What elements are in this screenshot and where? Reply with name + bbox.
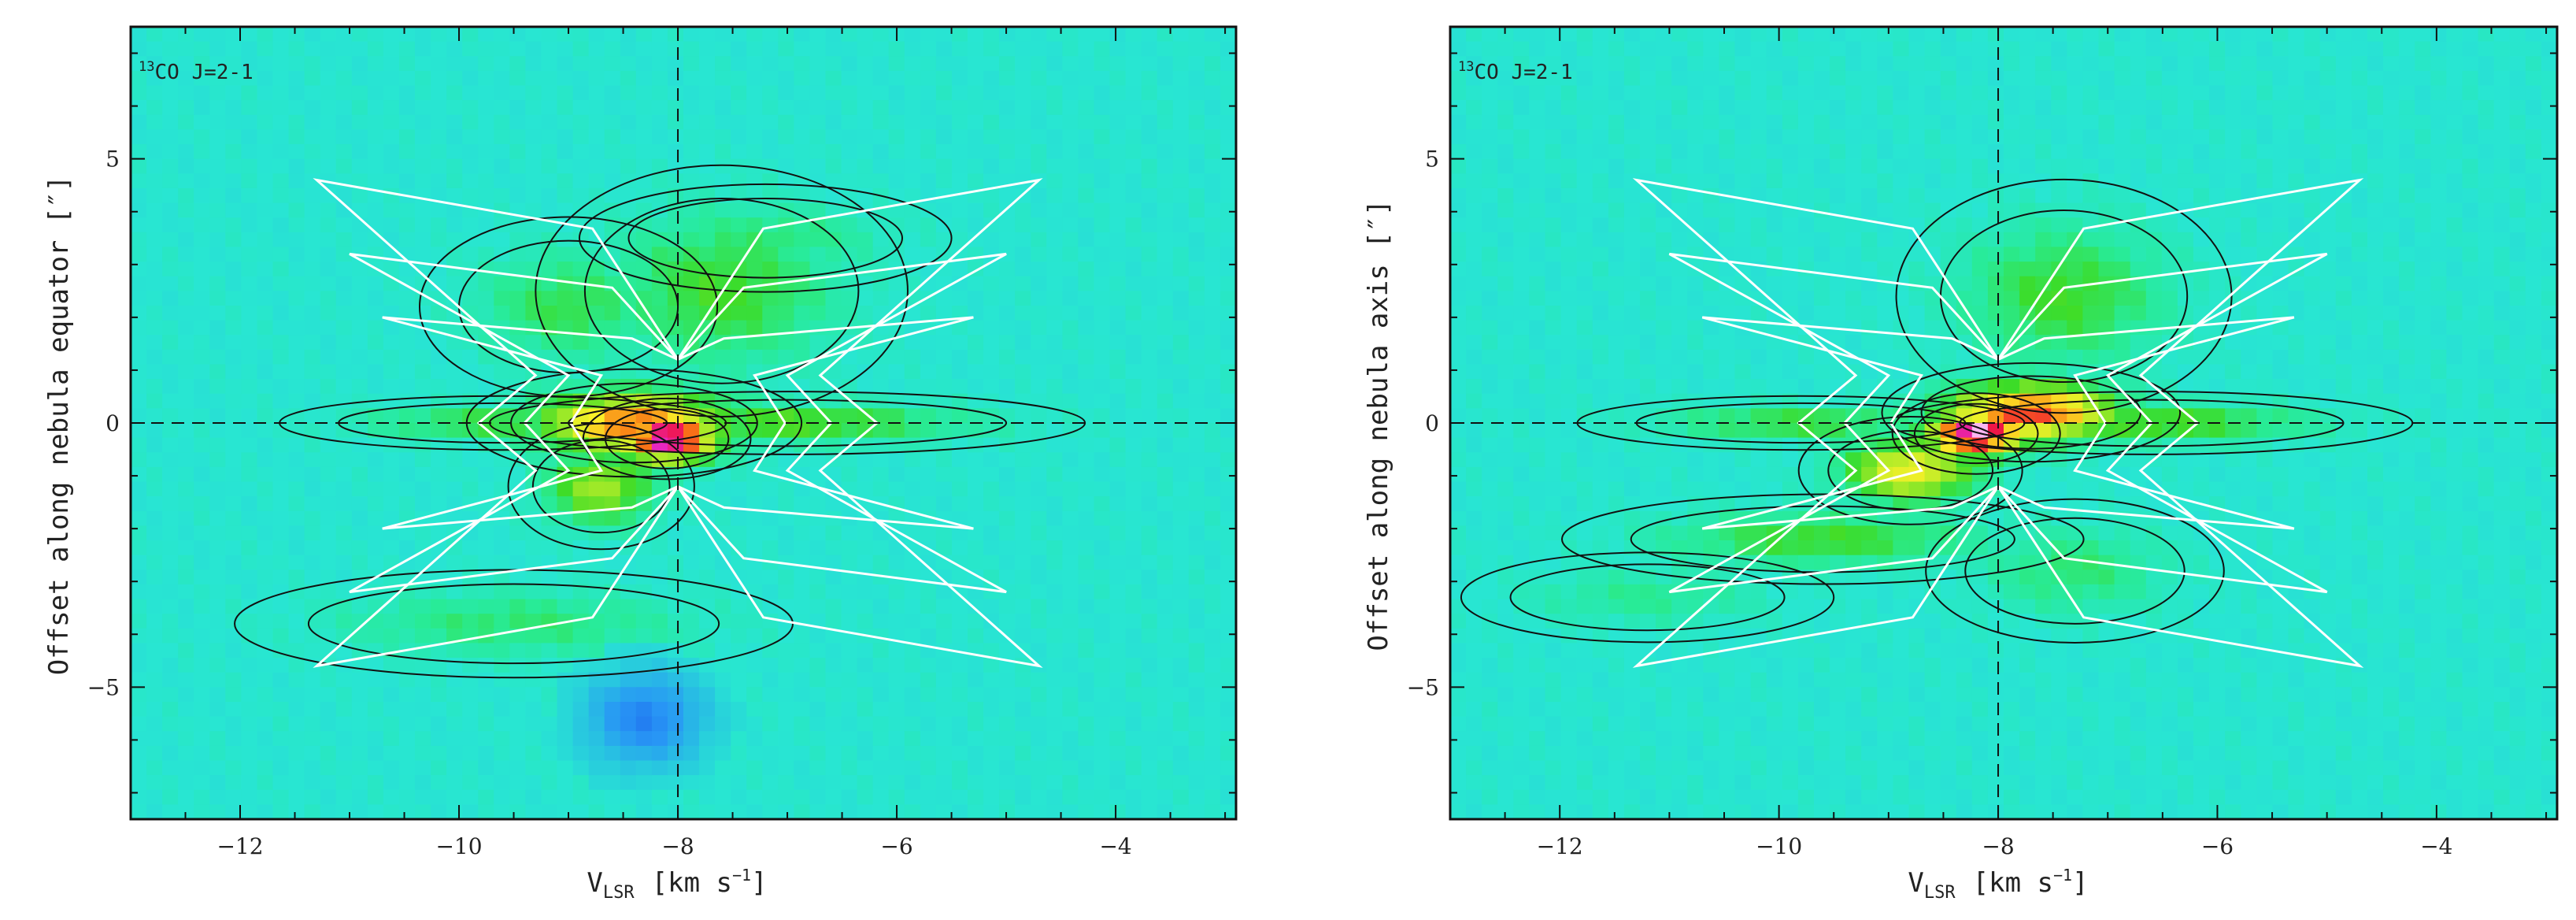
- intensity-contour: [578, 183, 953, 293]
- model-shell-contour: [313, 178, 1043, 668]
- x-tick-label: −6: [880, 833, 912, 859]
- x-tick-label: −10: [435, 833, 482, 859]
- tick-marks: [1449, 27, 2557, 819]
- x-axis-title: VLSR [km s−1]: [587, 866, 767, 903]
- x-tick-label: −4: [2420, 833, 2452, 859]
- panel-label: 13CO J=2-1: [139, 59, 254, 84]
- heatmap-cells: [131, 27, 1237, 820]
- intensity-contour: [1797, 415, 2023, 525]
- model-shell-contour: [349, 252, 1007, 594]
- x-tick-label: −8: [661, 833, 694, 859]
- intensity-contour: [582, 397, 752, 480]
- x-tick-labels: −12 −10 −8 −6 −4: [217, 833, 1131, 859]
- y-tick-label: −5: [1407, 674, 1439, 700]
- x-tick-label: −10: [1756, 833, 1802, 859]
- intensity-contour: [1959, 399, 2345, 447]
- y-tick-labels: 5 0 −5: [87, 147, 120, 701]
- intensity-contour: [1913, 402, 2039, 465]
- x-tick-label: −12: [1537, 833, 1583, 859]
- model-shell-contour: [1701, 316, 2295, 530]
- intensity-contour: [627, 197, 904, 279]
- panel-axis: 13CO J=2-1 −12 −10 −8 −6 −4 5 0 −5 VLSR [km s−1…: [1363, 25, 2559, 903]
- y-tick-label: 5: [105, 147, 120, 172]
- y-tick-labels: 5 0 −5: [1407, 147, 1439, 701]
- model-shell-contour: [1668, 252, 2328, 594]
- x-tick-label: −4: [1099, 833, 1131, 859]
- model-contours: [313, 178, 1043, 668]
- x-tick-label: −8: [1982, 833, 2014, 859]
- panel-equator: 13CO J=2-1 −12 −10 −8 −6 −4 5 0 −5 VLSR [km s−1…: [43, 25, 1238, 903]
- y-tick-label: −5: [87, 674, 120, 700]
- intensity-contour: [1925, 498, 2225, 644]
- y-tick-label: 0: [105, 410, 120, 436]
- intensity-contour: [1891, 392, 2061, 475]
- intensity-contour: [1881, 362, 2182, 463]
- y-tick-label: 5: [1425, 147, 1439, 172]
- tick-marks: [130, 27, 1236, 819]
- model-contours: [1632, 178, 2364, 668]
- model-shell-contour: [382, 316, 974, 530]
- x-axis-title: VLSR [km s−1]: [1908, 866, 2088, 903]
- intensity-contour: [583, 197, 860, 384]
- intensity-contour: [1895, 178, 2233, 414]
- intensity-contour: [1460, 551, 1835, 644]
- intensity-contour: [531, 439, 671, 534]
- heatmap-plot-area: [129, 25, 1238, 821]
- x-tick-labels: −12 −10 −8 −6 −4: [1537, 833, 2453, 859]
- y-axis-title: Offset along nebula axis [″]: [1363, 199, 1394, 651]
- intensity-contour: [1560, 493, 2085, 585]
- x-tick-label: −12: [217, 833, 263, 859]
- model-shell-contour: [1632, 178, 2364, 668]
- heatmap-cells: [1450, 27, 2558, 820]
- panel-label: 13CO J=2-1: [1458, 59, 1573, 84]
- intensity-contour: [1964, 517, 2186, 625]
- x-tick-label: −6: [2201, 833, 2234, 859]
- y-tick-label: 0: [1425, 410, 1439, 436]
- intensity-contour: [535, 164, 909, 417]
- intensity-contour: [1509, 563, 1786, 632]
- y-axis-title: Offset along nebula equator [″]: [43, 176, 75, 676]
- heatmap-plot-area: [1449, 25, 2559, 821]
- intensity-contour: [307, 583, 720, 665]
- intensity-contour: [507, 422, 695, 551]
